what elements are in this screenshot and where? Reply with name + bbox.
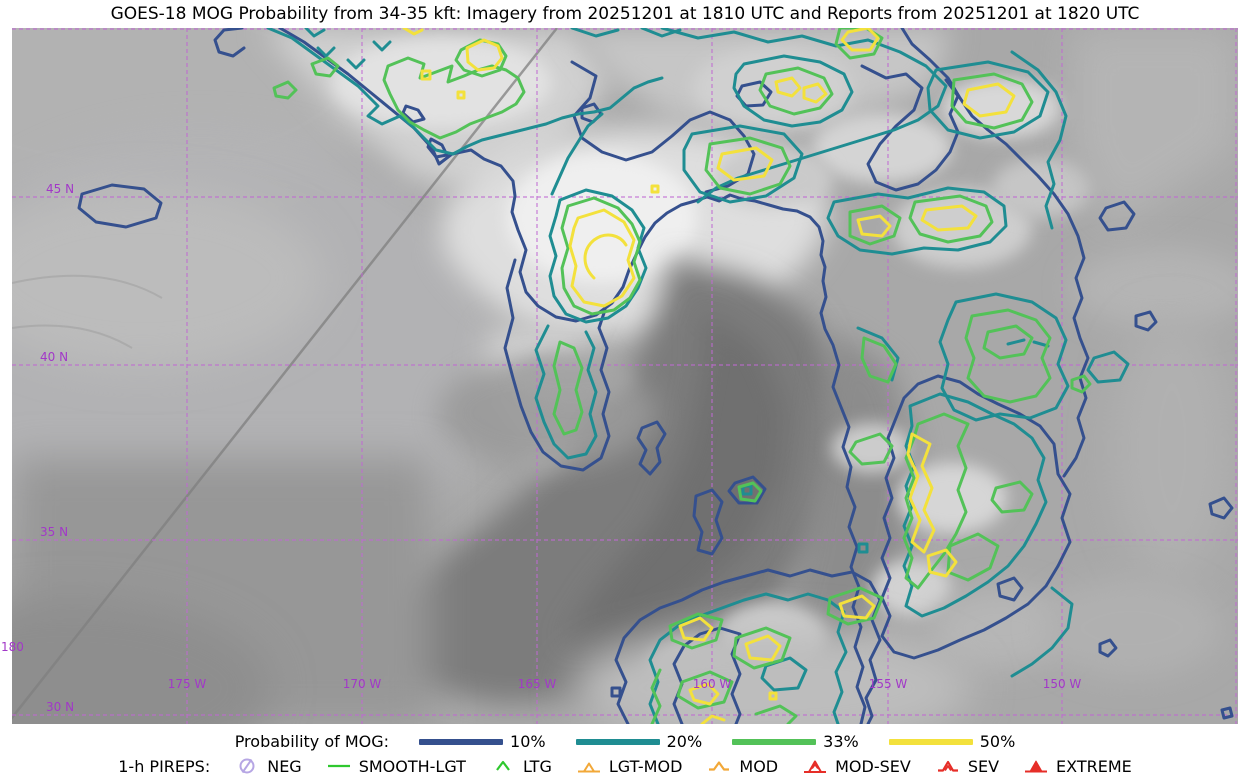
lat-label-30n: 30 N xyxy=(46,700,74,714)
legend-item-smooth-lgt: SMOOTH-LGT xyxy=(326,756,466,776)
map-figure: 45 N 40 N 35 N 30 N 175 W 170 W 165 W 16… xyxy=(12,28,1238,724)
lat-label-45n: 45 N xyxy=(46,182,74,196)
lon-label-175w: 175 W xyxy=(168,677,207,691)
lat-label-40n: 40 N xyxy=(40,350,68,364)
probability-legend: Probability of MOG: 10% 20% 33% 50% xyxy=(0,732,1250,751)
legend-item-20pct: 20% xyxy=(575,732,703,751)
legend-label-33pct: 33% xyxy=(823,732,859,751)
contour-swatch-10pct xyxy=(419,738,504,745)
pireps-legend-title: 1-h PIREPS: xyxy=(118,756,211,776)
contours-50pct xyxy=(402,28,1016,724)
lon-label-170w: 170 W xyxy=(343,677,382,691)
contour-swatch-50pct xyxy=(888,738,973,745)
pirep-label-sev: SEV xyxy=(967,756,1000,776)
map-canvas: 45 N 40 N 35 N 30 N 175 W 170 W 165 W 16… xyxy=(12,28,1238,724)
legend-item-10pct: 10% xyxy=(419,732,546,751)
lgt-mod-triangle-icon xyxy=(577,762,600,773)
satellite-imagery-layer xyxy=(12,28,1238,724)
legend-item-ltg: LTG xyxy=(490,756,552,776)
pirep-label-lgt-mod: LGT-MOD xyxy=(608,756,683,776)
legend-label-10pct: 10% xyxy=(510,732,546,751)
legend-item-sev: SEV xyxy=(935,756,999,776)
grid-labels: 45 N 40 N 35 N 30 N 175 W 170 W 165 W 16… xyxy=(40,182,1081,714)
lon-label-160w: 160 W xyxy=(693,677,732,691)
lon-label-165w: 165 W xyxy=(518,677,557,691)
legend-label-50pct: 50% xyxy=(979,732,1016,751)
legend-item-neg: NEG xyxy=(234,756,302,776)
pireps-legend: 1-h PIREPS: NEG SMOOTH-LGT LTG LGT-MOD M… xyxy=(0,756,1250,776)
contours-10pct xyxy=(77,28,1234,724)
lat-label-35n: 35 N xyxy=(40,525,68,539)
neg-null-circle-icon xyxy=(239,758,255,774)
smooth-lgt-line-icon xyxy=(327,764,350,768)
probability-legend-title: Probability of MOG: xyxy=(234,732,390,751)
legend-item-33pct: 33% xyxy=(732,732,859,751)
contour-swatch-33pct xyxy=(732,738,817,745)
pirep-label-extreme: EXTREME xyxy=(1056,756,1132,776)
pirep-label-smooth-lgt: SMOOTH-LGT xyxy=(358,756,466,776)
lon-label-155w: 155 W xyxy=(869,677,908,691)
sev-caret-icon xyxy=(937,760,958,772)
contours-33pct xyxy=(272,28,1092,724)
mod-sev-triangle-icon xyxy=(804,760,827,773)
pirep-label-mod-sev: MOD-SEV xyxy=(835,756,911,776)
ltg-caret-icon xyxy=(496,760,510,771)
satellite-seam-line xyxy=(12,28,558,720)
page-title: GOES-18 MOG Probability from 34-35 kft: … xyxy=(110,4,1140,24)
pirep-label-ltg: LTG xyxy=(522,756,552,776)
extreme-filled-triangle-icon xyxy=(1025,760,1048,773)
contour-swatch-20pct xyxy=(575,738,660,745)
legend-item-extreme: EXTREME xyxy=(1023,756,1132,776)
mod-caret-icon xyxy=(709,761,730,771)
legend-item-lgt-mod: LGT-MOD xyxy=(576,756,683,776)
legend-item-50pct: 50% xyxy=(888,732,1016,751)
legend-item-mod-sev: MOD-SEV xyxy=(802,756,911,776)
legend-label-20pct: 20% xyxy=(666,732,703,751)
lon-label-150w: 150 W xyxy=(1043,677,1082,691)
lon-label-180: 180 xyxy=(1,640,24,654)
legend-item-mod: MOD xyxy=(706,756,778,776)
pirep-label-neg: NEG xyxy=(267,756,302,776)
pirep-label-mod: MOD xyxy=(739,756,779,776)
